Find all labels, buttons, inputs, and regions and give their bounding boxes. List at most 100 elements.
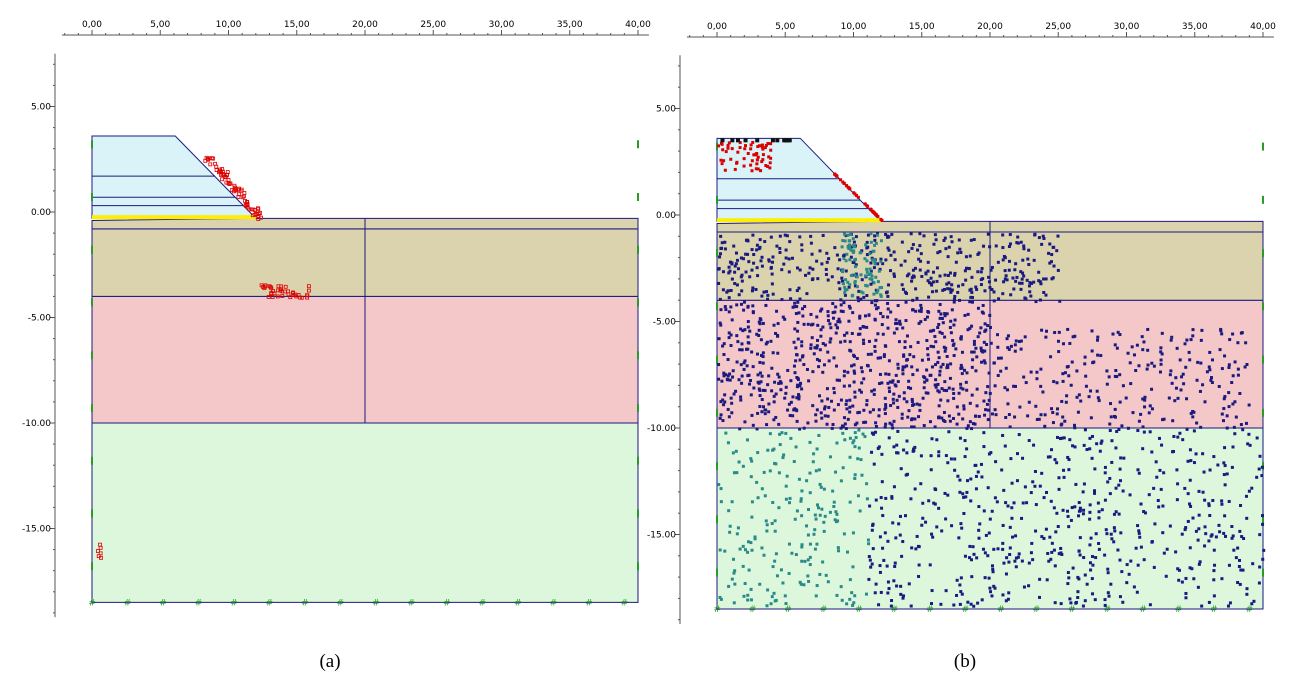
- plastic-point: [798, 358, 802, 362]
- plastic-point: [1176, 567, 1180, 571]
- plastic-point: [929, 344, 933, 348]
- plastic-point: [1183, 486, 1187, 490]
- plastic-point: [823, 405, 827, 409]
- plastic-point: [732, 392, 736, 396]
- plastic-point: [996, 260, 1000, 264]
- plastic-point: [879, 239, 883, 243]
- plastic-point: [977, 528, 981, 532]
- plastic-point: [853, 390, 857, 394]
- plastic-point: [1056, 525, 1060, 529]
- plastic-point: [939, 365, 943, 369]
- plastic-point: [760, 255, 764, 259]
- plastic-point: [1143, 511, 1147, 515]
- plastic-point: [746, 252, 750, 256]
- plastic-point: [952, 603, 956, 607]
- plastic-point: [1199, 361, 1203, 365]
- plastic-point: [723, 393, 727, 397]
- plastic-point: [1250, 602, 1254, 606]
- plastic-point: [759, 169, 763, 173]
- plastic-point: [1103, 465, 1107, 469]
- plastic-point: [751, 423, 755, 427]
- x-tick-label: 35,00: [557, 20, 583, 30]
- plastic-point: [1218, 348, 1222, 352]
- plastic-point: [999, 356, 1003, 360]
- plastic-point: [842, 254, 846, 258]
- plastic-point: [744, 252, 748, 256]
- plastic-point: [947, 430, 951, 434]
- plastic-point: [859, 290, 863, 294]
- plastic-point: [959, 366, 963, 370]
- plastic-point: [834, 323, 838, 327]
- plastic-point: [787, 270, 791, 274]
- plastic-point: [876, 288, 880, 292]
- plastic-point: [774, 552, 778, 556]
- plastic-point: [963, 554, 967, 558]
- plastic-point: [1131, 411, 1135, 415]
- plastic-point: [857, 410, 861, 414]
- plastic-point: [837, 317, 841, 321]
- plastic-point: [1159, 362, 1163, 366]
- plastic-point: [921, 501, 925, 505]
- plastic-point: [1097, 541, 1101, 545]
- plastic-point: [1200, 604, 1204, 608]
- plastic-point: [790, 256, 794, 260]
- fixity: #: [124, 598, 132, 608]
- plastic-point: [1171, 419, 1175, 423]
- plastic-point: [1170, 381, 1174, 385]
- plastic-point: [843, 288, 847, 292]
- fixity: #: [1104, 605, 1112, 615]
- plastic-point: [1184, 365, 1188, 369]
- plastic-point: [1049, 260, 1053, 264]
- plastic-point: [996, 345, 1000, 349]
- plastic-point: [761, 388, 765, 392]
- plastic-point: [959, 522, 963, 526]
- plastic-point: [1189, 338, 1193, 342]
- plastic-point: [869, 232, 873, 236]
- plastic-point: [847, 304, 851, 308]
- plastic-point: [723, 400, 727, 404]
- plastic-point: [834, 510, 838, 514]
- plastic-point: [779, 568, 783, 572]
- plastic-point: [1042, 236, 1046, 240]
- plastic-point: [809, 312, 813, 316]
- plastic-point: [1106, 480, 1110, 484]
- plastic-point: [937, 454, 941, 458]
- plastic-point: [901, 372, 905, 376]
- plastic-point: [1091, 563, 1095, 567]
- plastic-point: [734, 251, 738, 255]
- plastic-point: [717, 281, 721, 285]
- plastic-point: [1197, 489, 1201, 493]
- plastic-point: [868, 277, 872, 281]
- x-tick-label: 25,00: [1045, 22, 1071, 32]
- plastic-point: [826, 319, 830, 323]
- plastic-point: [856, 195, 860, 199]
- plastic-point: [760, 353, 764, 357]
- plastic-point: [1141, 348, 1145, 352]
- plastic-point: [943, 312, 947, 316]
- plastic-point: [1258, 533, 1262, 537]
- plastic-point: [905, 334, 909, 338]
- plastic-point: [735, 334, 739, 338]
- plastic-point: [1191, 409, 1195, 413]
- plastic-point: [848, 258, 852, 262]
- plastic-point: [1155, 475, 1159, 479]
- plastic-point: [767, 155, 771, 159]
- plastic-point: [988, 286, 992, 290]
- x-tick-label: 40,00: [625, 20, 651, 30]
- plastic-point: [1186, 519, 1190, 523]
- plastic-point: [1127, 572, 1131, 576]
- plastic-point: [778, 234, 782, 238]
- plastic-point: [886, 591, 890, 595]
- plastic-point: [1105, 382, 1109, 386]
- plastic-point: [283, 284, 288, 289]
- plastic-point: [1032, 280, 1036, 284]
- plastic-point: [1021, 258, 1025, 262]
- plastic-point: [760, 546, 764, 550]
- plastic-point: [890, 232, 894, 236]
- plastic-point: [739, 327, 743, 331]
- plastic-point: [862, 377, 866, 381]
- plastic-point: [892, 274, 896, 278]
- plastic-point: [834, 305, 838, 309]
- plastic-point: [983, 576, 987, 580]
- plastic-point: [1107, 594, 1111, 598]
